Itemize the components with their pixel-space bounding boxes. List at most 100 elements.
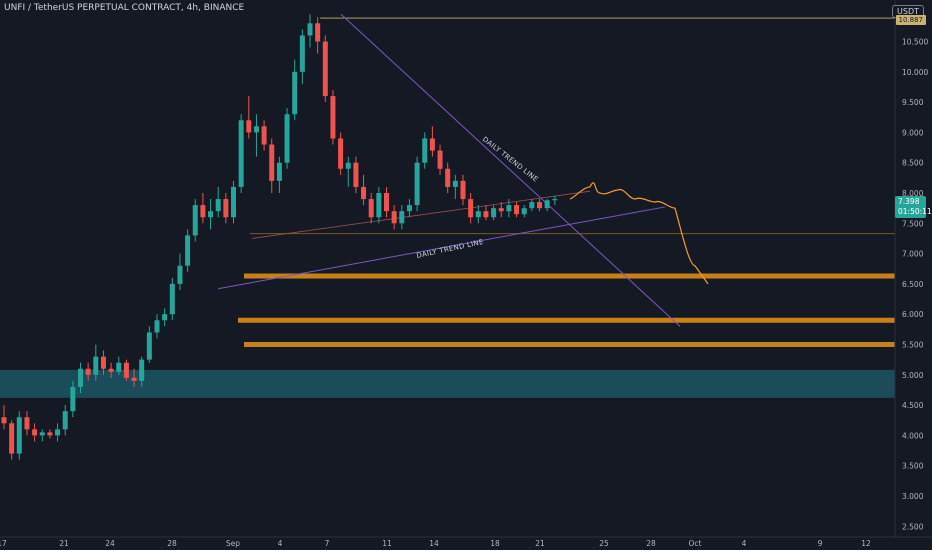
candle-body — [498, 208, 504, 212]
candle-body — [223, 199, 229, 218]
candle-body — [368, 199, 374, 218]
price-tick-label: 5.000 — [902, 371, 924, 380]
time-tick-label: 7 — [325, 539, 330, 548]
time-tick-label: 21 — [59, 539, 69, 548]
price-tick-label: 7.500 — [902, 219, 924, 228]
candle-body — [231, 186, 236, 218]
candle-body — [246, 120, 252, 133]
lower-trend-line — [217, 206, 666, 290]
candle-body — [131, 377, 137, 381]
time-tick-label: 4 — [742, 539, 747, 548]
time-tick-label: 21 — [535, 539, 545, 548]
time-tick-label: 14 — [429, 539, 439, 548]
candle-body — [139, 359, 145, 381]
lower-trend-annotation: DAILY TREND LINE — [416, 238, 485, 260]
chart-title: UNFI / TetherUS PERPETUAL CONTRACT, 4h, … — [4, 3, 245, 13]
price-tick-label: 6.000 — [902, 310, 924, 319]
upper-trend-line — [340, 13, 681, 327]
candle-body — [299, 35, 305, 72]
candle-body — [162, 314, 168, 321]
time-tick-label: 28 — [646, 539, 656, 548]
candle-body — [521, 208, 527, 215]
price-tick-label: 3.500 — [902, 462, 924, 471]
candle-body — [70, 386, 76, 412]
candle-countdown: 01:50:11 — [898, 207, 932, 216]
candle-body — [146, 332, 152, 360]
candle-body — [376, 193, 382, 218]
support-zone — [0, 369, 895, 398]
candle-body — [154, 320, 160, 333]
candle-body — [55, 429, 61, 436]
time-tick-label: 24 — [105, 539, 115, 548]
candle-body — [391, 211, 397, 224]
candle-body — [491, 208, 497, 218]
candle-body — [353, 162, 359, 187]
time-tick-label: 11 — [382, 539, 392, 548]
candle-body — [514, 205, 520, 215]
candle-body — [422, 138, 428, 163]
price-tick-label: 9.500 — [902, 98, 924, 107]
price-tick-label: 10.000 — [902, 68, 928, 77]
price-tick-label: 9.000 — [902, 128, 924, 137]
candle-body — [537, 202, 542, 209]
price-tick-label: 10.500 — [902, 38, 928, 47]
candle-body — [429, 138, 435, 151]
candle-body — [529, 202, 535, 209]
support-level-band-3 — [244, 342, 895, 347]
support-level-band-2 — [238, 317, 895, 323]
candle-body — [47, 432, 53, 436]
candle-body — [32, 429, 38, 436]
price-tick-label: 4.500 — [902, 401, 924, 410]
time-tick-label: 17 — [0, 539, 7, 548]
channel-line — [251, 190, 591, 239]
price-tick-label: 3.000 — [902, 492, 924, 501]
candle-body — [215, 199, 221, 212]
candle-body — [108, 368, 114, 372]
candle-body — [437, 150, 443, 169]
candle-body — [169, 283, 175, 315]
candle-body — [238, 120, 244, 187]
candle-body — [414, 162, 420, 206]
candle-body — [177, 265, 183, 284]
candle-body — [62, 411, 68, 430]
top-level-price-tag: 10.887 — [895, 15, 926, 25]
candle-body — [475, 211, 481, 218]
candle-body — [284, 114, 290, 163]
candle-body — [452, 180, 458, 187]
time-tick-label: 12 — [861, 539, 871, 548]
candle-body — [16, 417, 22, 454]
candle-body — [384, 193, 389, 212]
candle-body — [93, 356, 99, 375]
candle-body — [208, 211, 214, 218]
time-tick-label: Oct — [689, 539, 702, 548]
candle-body — [39, 432, 45, 436]
support-level-band-1 — [244, 273, 895, 279]
candle-body — [483, 211, 489, 218]
candle-body — [185, 235, 191, 266]
candle-body — [307, 23, 313, 36]
candle-body — [399, 211, 405, 224]
candle-body — [200, 205, 206, 218]
time-tick-label: 18 — [490, 539, 500, 548]
candle-body — [506, 205, 512, 212]
candle-body — [468, 199, 474, 218]
candle-body — [292, 71, 298, 115]
candle-body — [85, 368, 91, 375]
candle-body — [445, 168, 451, 187]
time-tick-label: Sep — [226, 539, 240, 548]
candle-body — [100, 356, 106, 369]
time-tick-label: 28 — [167, 539, 177, 548]
candle-body — [78, 368, 83, 387]
candle-body — [361, 186, 367, 200]
candle-body — [552, 199, 558, 201]
price-tick-label: 5.500 — [902, 341, 924, 350]
time-tick-label: 4 — [278, 539, 283, 548]
price-tick-label: 8.500 — [902, 159, 924, 168]
time-tick-label: 9 — [818, 539, 823, 548]
price-tick-label: 7.000 — [902, 250, 924, 259]
candle-body — [406, 205, 412, 212]
current-price-tag: 7.398 01:50:11 — [895, 196, 932, 218]
price-tick-label: 6.500 — [902, 280, 924, 289]
